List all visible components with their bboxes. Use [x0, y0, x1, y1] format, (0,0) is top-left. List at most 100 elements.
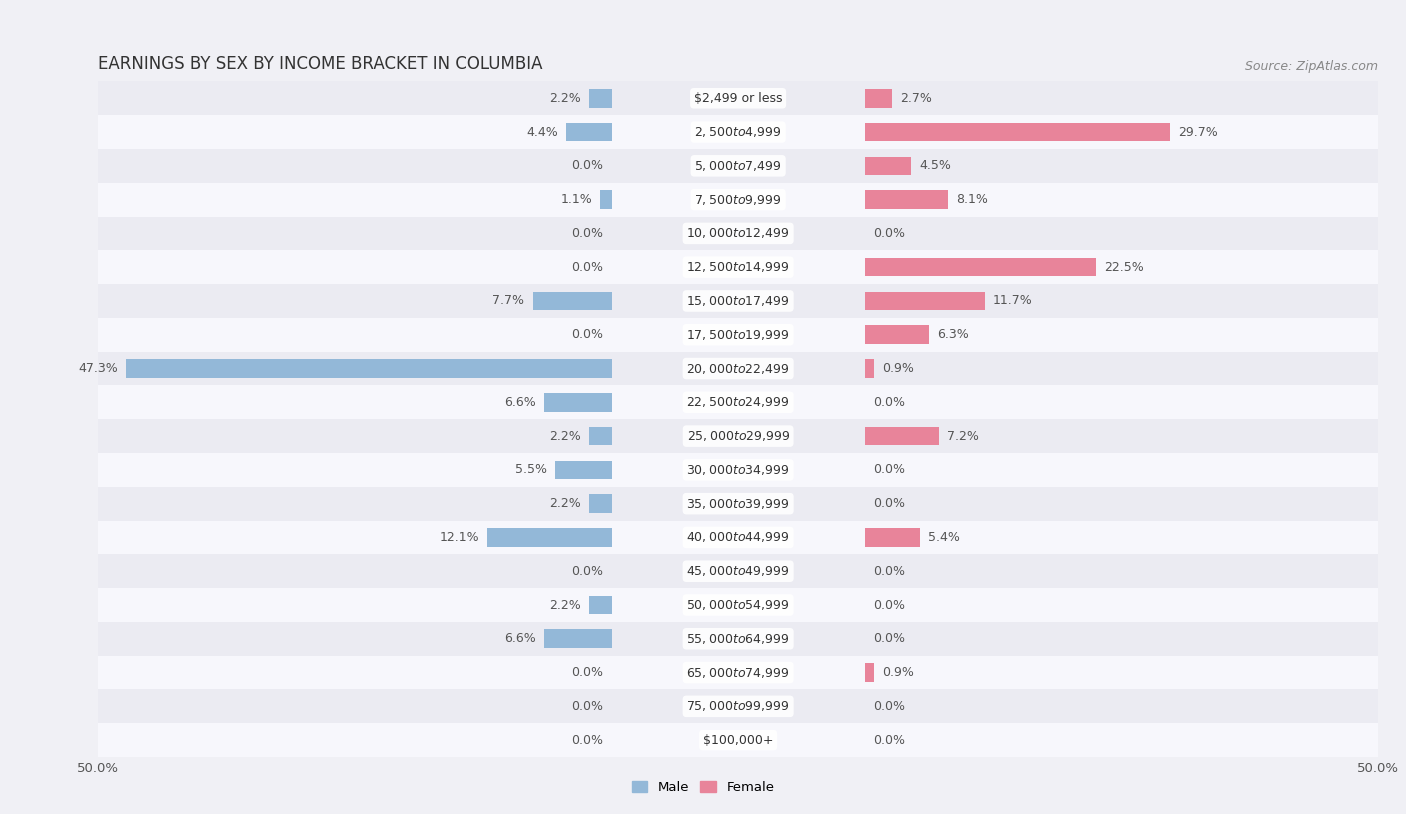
Bar [98, 352, 612, 386]
Bar [612, 385, 865, 419]
Bar [98, 724, 612, 757]
Text: $2,500 to $4,999: $2,500 to $4,999 [695, 125, 782, 139]
Bar [612, 521, 865, 554]
Bar [98, 487, 612, 521]
Bar [612, 419, 865, 453]
Bar [865, 352, 1378, 386]
Bar [98, 521, 612, 554]
Bar [612, 588, 865, 622]
Text: 0.9%: 0.9% [882, 666, 914, 679]
Text: 0.0%: 0.0% [873, 700, 905, 713]
Bar [98, 284, 612, 317]
Text: 0.0%: 0.0% [873, 497, 905, 510]
Text: $30,000 to $34,999: $30,000 to $34,999 [686, 463, 790, 477]
Bar [98, 419, 612, 453]
Bar [98, 250, 612, 284]
Text: $35,000 to $39,999: $35,000 to $39,999 [686, 497, 790, 510]
Bar [612, 217, 865, 251]
Bar [98, 385, 612, 419]
Bar [612, 149, 865, 182]
Text: 6.6%: 6.6% [503, 632, 536, 646]
Bar [98, 115, 612, 149]
Bar [865, 528, 920, 547]
Text: 0.0%: 0.0% [571, 328, 603, 341]
Bar [865, 149, 1378, 182]
Bar [865, 284, 1378, 317]
Text: 4.5%: 4.5% [920, 160, 950, 173]
Bar [865, 419, 1378, 453]
Text: Source: ZipAtlas.com: Source: ZipAtlas.com [1244, 60, 1378, 73]
Bar [98, 689, 612, 724]
Bar [567, 123, 612, 142]
Bar [865, 453, 1378, 487]
Text: $17,500 to $19,999: $17,500 to $19,999 [686, 328, 790, 342]
Text: $50,000 to $54,999: $50,000 to $54,999 [686, 598, 790, 612]
Text: 2.7%: 2.7% [901, 92, 932, 105]
Text: 7.2%: 7.2% [946, 430, 979, 443]
Text: $65,000 to $74,999: $65,000 to $74,999 [686, 666, 790, 680]
Bar [865, 554, 1378, 588]
Bar [865, 217, 1378, 251]
Text: 5.5%: 5.5% [515, 463, 547, 476]
Bar [865, 291, 984, 310]
Bar [865, 521, 1378, 554]
Text: 0.0%: 0.0% [873, 227, 905, 240]
Bar [98, 588, 612, 622]
Text: 6.6%: 6.6% [503, 396, 536, 409]
Bar [612, 115, 865, 149]
Text: 0.0%: 0.0% [571, 565, 603, 578]
Text: 5.4%: 5.4% [928, 531, 960, 544]
Bar [589, 427, 612, 445]
Bar [589, 494, 612, 513]
Text: $15,000 to $17,499: $15,000 to $17,499 [686, 294, 790, 308]
Bar [865, 622, 1378, 656]
Text: $45,000 to $49,999: $45,000 to $49,999 [686, 564, 790, 578]
Text: 0.0%: 0.0% [571, 666, 603, 679]
Bar [98, 656, 612, 689]
Text: 0.0%: 0.0% [571, 227, 603, 240]
Text: 0.0%: 0.0% [571, 733, 603, 746]
Bar [865, 115, 1378, 149]
Text: 0.0%: 0.0% [571, 160, 603, 173]
Text: 6.3%: 6.3% [938, 328, 969, 341]
Bar [865, 81, 1378, 115]
Bar [865, 689, 1378, 724]
Text: $75,000 to $99,999: $75,000 to $99,999 [686, 699, 790, 713]
Bar [865, 663, 875, 682]
Bar [127, 359, 612, 378]
Text: $5,000 to $7,499: $5,000 to $7,499 [695, 159, 782, 173]
Bar [488, 528, 612, 547]
Bar [865, 427, 939, 445]
Text: 47.3%: 47.3% [79, 362, 118, 375]
Text: 1.1%: 1.1% [561, 193, 592, 206]
Bar [612, 724, 865, 757]
Bar [612, 250, 865, 284]
Text: 2.2%: 2.2% [550, 430, 581, 443]
Text: $2,499 or less: $2,499 or less [695, 92, 782, 105]
Text: 0.0%: 0.0% [873, 396, 905, 409]
Bar [98, 453, 612, 487]
Bar [98, 81, 612, 115]
Text: $7,500 to $9,999: $7,500 to $9,999 [695, 193, 782, 207]
Text: $12,500 to $14,999: $12,500 to $14,999 [686, 260, 790, 274]
Bar [612, 352, 865, 386]
Text: $22,500 to $24,999: $22,500 to $24,999 [686, 396, 790, 409]
Bar [544, 629, 612, 648]
Bar [589, 89, 612, 107]
Text: 4.4%: 4.4% [526, 125, 558, 138]
Text: $55,000 to $64,999: $55,000 to $64,999 [686, 632, 790, 646]
Text: 2.2%: 2.2% [550, 497, 581, 510]
Legend: Male, Female: Male, Female [626, 775, 780, 799]
Text: 22.5%: 22.5% [1104, 260, 1143, 274]
Bar [612, 182, 865, 217]
Bar [612, 453, 865, 487]
Text: 0.0%: 0.0% [571, 700, 603, 713]
Bar [589, 596, 612, 615]
Bar [865, 588, 1378, 622]
Bar [865, 89, 893, 107]
Text: 0.0%: 0.0% [571, 260, 603, 274]
Bar [612, 487, 865, 521]
Bar [612, 554, 865, 588]
Text: $25,000 to $29,999: $25,000 to $29,999 [686, 429, 790, 443]
Bar [600, 190, 612, 209]
